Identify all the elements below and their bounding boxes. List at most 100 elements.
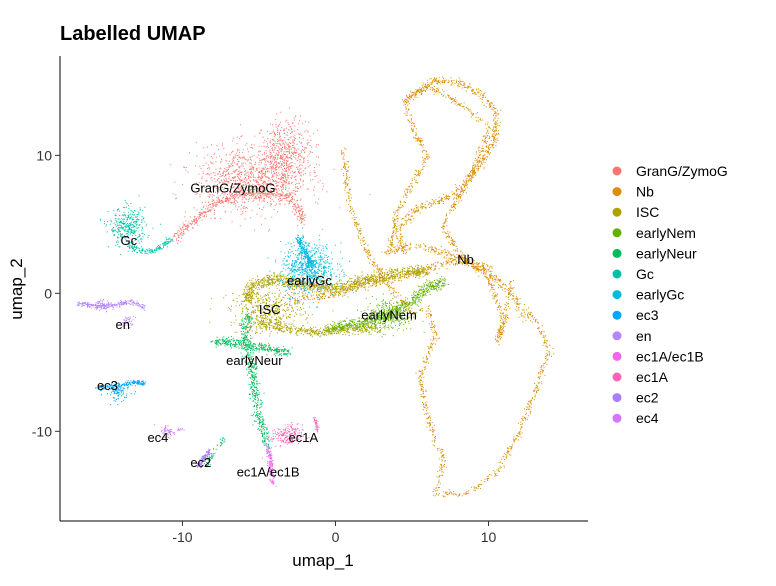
cluster-points <box>241 264 430 306</box>
legend-label: earlyNeur <box>636 245 697 261</box>
cluster-points <box>341 147 555 498</box>
legend-swatch <box>612 269 622 279</box>
y-axis-title: umap_2 <box>7 258 26 319</box>
cluster-label: earlyGc <box>287 273 332 288</box>
cluster-label: Gc <box>121 233 138 248</box>
cluster-labels: GranG/ZymoG Nb ISC earlyNem earlyNeur Gc early… <box>97 180 474 479</box>
point-cloud <box>295 234 316 269</box>
y-tick-label: -10 <box>32 423 52 439</box>
legend-item: ec1A/ec1B <box>612 348 704 364</box>
point-cloud <box>257 316 386 338</box>
point-cloud <box>267 227 353 309</box>
point-cloud <box>92 298 114 313</box>
legend-item: Gc <box>612 266 654 282</box>
point-cloud <box>101 382 136 406</box>
point-cloud <box>241 264 430 306</box>
chart-title: Labelled UMAP <box>60 23 206 45</box>
cluster-points <box>177 427 185 431</box>
cluster-points <box>387 83 515 346</box>
legend-swatch <box>612 372 622 382</box>
legend-item: earlyNeur <box>612 245 697 261</box>
legend-item: ec3 <box>612 307 659 323</box>
point-cloud <box>387 83 515 346</box>
legend-label: ec4 <box>636 410 659 426</box>
x-tick-label: 10 <box>481 529 497 545</box>
ticks: -10 0 10 -10 0 10 <box>32 147 497 545</box>
cluster-label: ec4 <box>147 430 168 445</box>
legend-label: ec3 <box>636 307 659 323</box>
legend-label: Gc <box>636 266 654 282</box>
y-tick-label: 0 <box>44 285 52 301</box>
x-tick-label: 0 <box>332 529 340 545</box>
cluster-points <box>195 448 214 469</box>
point-cloud <box>177 427 185 431</box>
x-tick-label: -10 <box>172 529 192 545</box>
point-cloud <box>127 236 174 255</box>
cluster-points <box>321 275 449 335</box>
cluster-label: GranG/ZymoG <box>190 180 275 195</box>
legend-item: ec4 <box>612 410 659 426</box>
point-cloud <box>99 195 162 256</box>
cluster-points <box>255 107 319 203</box>
legend-swatch <box>612 331 622 341</box>
legend-label: earlyNem <box>636 225 696 241</box>
point-cloud <box>261 442 277 487</box>
cluster-label: en <box>116 317 130 332</box>
legend-swatch <box>612 228 622 238</box>
point-cloud <box>266 422 311 448</box>
legend-label: en <box>636 328 652 344</box>
cluster-points <box>267 227 353 309</box>
cluster-points <box>76 299 146 311</box>
legend-label: Nb <box>636 184 654 200</box>
legend-item: ec2 <box>612 390 659 406</box>
point-cloud <box>255 107 319 203</box>
cluster-points <box>295 234 316 269</box>
legend-label: GranG/ZymoG <box>636 163 728 179</box>
legend-item: ec1A <box>612 369 669 385</box>
point-cloud <box>393 76 502 255</box>
cluster-points <box>127 236 174 255</box>
cluster-points <box>257 316 386 338</box>
point-cloud <box>154 424 175 440</box>
legend-swatch <box>612 290 622 300</box>
cluster-points <box>393 76 502 255</box>
legend: GranG/ZymoG Nb ISC earlyNem earlyNeur Gc early… <box>612 163 728 426</box>
cluster-label: ec1A/ec1B <box>237 465 300 480</box>
point-layer <box>76 76 555 498</box>
legend-swatch <box>612 187 622 197</box>
cluster-label: Nb <box>457 252 474 267</box>
legend-swatch <box>612 207 622 217</box>
cluster-points <box>121 315 136 330</box>
point-cloud <box>195 448 214 469</box>
cluster-points <box>312 417 320 433</box>
legend-swatch <box>612 413 622 423</box>
point-cloud <box>76 299 146 311</box>
cluster-points <box>154 424 175 440</box>
legend-label: ISC <box>636 204 659 220</box>
point-cloud <box>204 437 226 467</box>
legend-item: en <box>612 328 652 344</box>
legend-swatch <box>612 393 622 403</box>
cluster-points <box>210 336 293 357</box>
legend-label: ec1A <box>636 369 669 385</box>
cluster-points <box>101 382 136 406</box>
cluster-points <box>266 422 311 448</box>
legend-item: earlyGc <box>612 287 684 303</box>
x-axis-title: umap_1 <box>292 551 353 570</box>
cluster-label: ISC <box>259 302 281 317</box>
legend-item: earlyNem <box>612 225 696 241</box>
legend-item: ISC <box>612 204 659 220</box>
axes <box>59 56 588 522</box>
legend-item: Nb <box>612 184 654 200</box>
cluster-points <box>92 298 114 313</box>
point-cloud <box>121 315 136 330</box>
cluster-points <box>95 379 146 391</box>
point-cloud <box>210 336 293 357</box>
cluster-points <box>99 195 162 256</box>
legend-label: earlyGc <box>636 287 684 303</box>
cluster-label: earlyNeur <box>226 353 283 368</box>
legend-swatch <box>612 166 622 176</box>
y-tick-label: 10 <box>36 147 52 163</box>
legend-label: ec1A/ec1B <box>636 348 704 364</box>
